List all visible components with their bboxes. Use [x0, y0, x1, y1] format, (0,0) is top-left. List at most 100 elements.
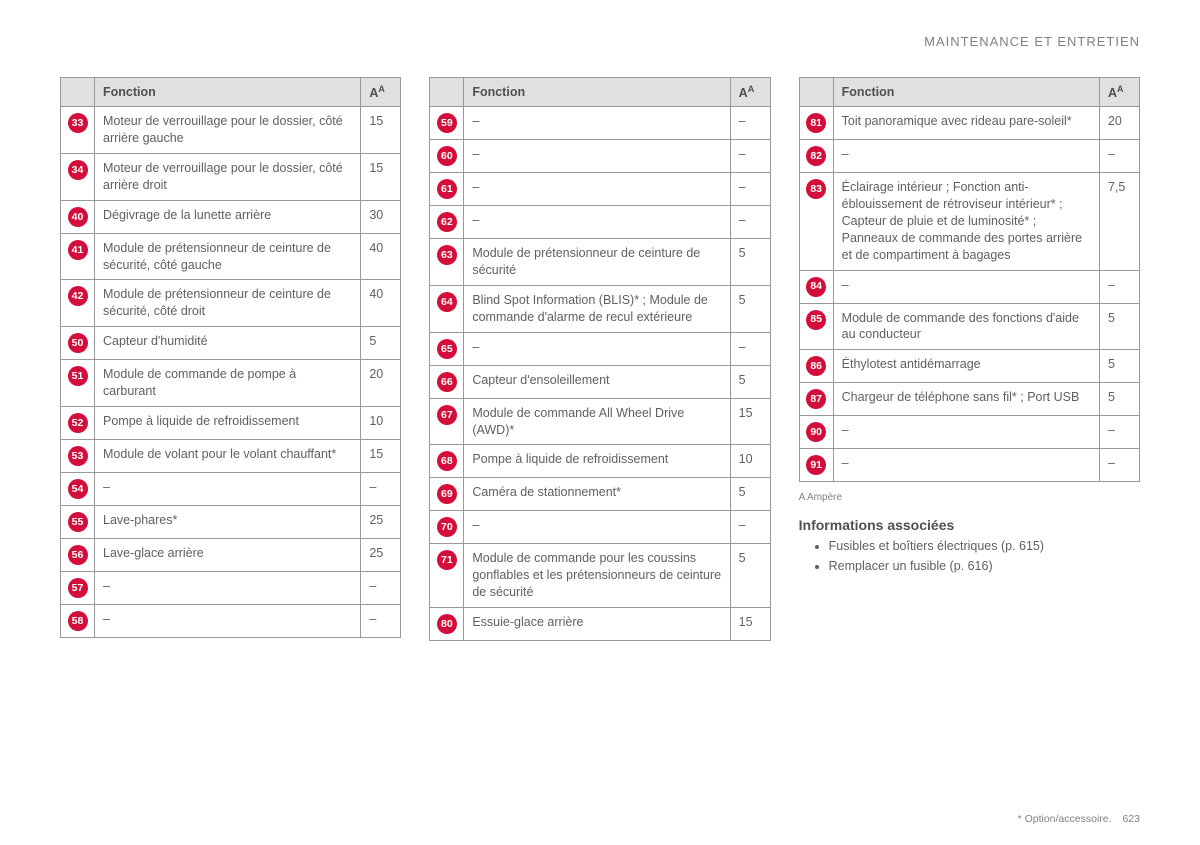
fuse-ampere-cell: 10 [361, 406, 401, 439]
fuse-badge: 71 [437, 550, 457, 570]
header-ampere: AA [1099, 78, 1139, 107]
fuse-function-cell: Capteur d'ensoleillement [464, 365, 730, 398]
fuse-number-cell: 69 [430, 478, 464, 511]
table-row: 57–– [61, 571, 401, 604]
fuse-badge: 61 [437, 179, 457, 199]
fuse-function-cell: Module de prétensionneur de ceinture de … [95, 233, 361, 280]
fuse-function-cell: Capteur d'humidité [95, 327, 361, 360]
table-row: 55 Lave-phares*25 [61, 505, 401, 538]
fuse-function-cell: Pompe à liquide de refroidissement [464, 445, 730, 478]
section-title: MAINTENANCE ET ENTRETIEN [60, 34, 1140, 49]
fuse-ampere-cell: – [361, 604, 401, 637]
table-row: 62–– [430, 206, 770, 239]
header-blank [799, 78, 833, 107]
fuse-function-cell: Lave-phares* [95, 505, 361, 538]
fuse-table-3: Fonction AA 81Toit panoramique avec ride… [799, 77, 1140, 482]
table-row: 59–– [430, 107, 770, 140]
fuse-badge: 63 [437, 245, 457, 265]
fuse-ampere-cell: 40 [361, 280, 401, 327]
fuse-number-cell: 57 [61, 571, 95, 604]
table-row: 52Pompe à liquide de refroidissement10 [61, 406, 401, 439]
fuse-number-cell: 84 [799, 270, 833, 303]
table-row: 56 Lave-glace arrière25 [61, 538, 401, 571]
fuse-ampere-cell: 20 [361, 360, 401, 407]
fuse-ampere-cell: 5 [1099, 383, 1139, 416]
table-body-2: 59––60––61––62––63Module de prétensionne… [430, 107, 770, 641]
table-row: 87 Chargeur de téléphone sans fil* ; Port… [799, 383, 1139, 416]
fuse-badge: 87 [806, 389, 826, 409]
fuse-ampere-cell: 15 [361, 439, 401, 472]
fuse-ampere-cell: 15 [730, 608, 770, 641]
fuse-ampere-cell: – [730, 140, 770, 173]
fuse-number-cell: 86 [799, 350, 833, 383]
fuse-badge: 57 [68, 578, 88, 598]
fuse-badge: 67 [437, 405, 457, 425]
fuse-function-cell: Essuie-glace arrière [464, 608, 730, 641]
fuse-ampere-cell: 5 [1099, 303, 1139, 350]
header-ampere: AA [361, 78, 401, 107]
fuse-table-1: Fonction AA 33Moteur de verrouillage pou… [60, 77, 401, 638]
fuse-number-cell: 55 [61, 505, 95, 538]
table-row: 51Module de commande de pompe à carburan… [61, 360, 401, 407]
header-ampere: AA [730, 78, 770, 107]
fuse-badge: 55 [68, 512, 88, 532]
fuse-badge: 33 [68, 113, 88, 133]
page-footer: * Option/accessoire. 623 [1018, 813, 1140, 825]
fuse-number-cell: 40 [61, 200, 95, 233]
fuse-badge: 62 [437, 212, 457, 232]
fuse-ampere-cell: – [361, 472, 401, 505]
fuse-badge: 41 [68, 240, 88, 260]
table-row: 82–– [799, 140, 1139, 173]
table-row: 54–– [61, 472, 401, 505]
fuse-badge: 66 [437, 372, 457, 392]
fuse-function-cell: Module de volant pour le volant chauffan… [95, 439, 361, 472]
fuse-function-cell: Chargeur de téléphone sans fil* ; Port U… [833, 383, 1099, 416]
fuse-function-cell: Éthylotest antidémarrage [833, 350, 1099, 383]
fuse-ampere-cell: 5 [730, 365, 770, 398]
fuse-ampere-cell: 5 [361, 327, 401, 360]
column-1: Fonction AA 33Moteur de verrouillage pou… [60, 77, 401, 641]
fuse-badge: 85 [806, 310, 826, 330]
fuse-ampere-cell: 25 [361, 505, 401, 538]
fuse-ampere-cell: 5 [730, 239, 770, 286]
fuse-number-cell: 52 [61, 406, 95, 439]
fuse-function-cell: Blind Spot Information (BLIS)* ; Module … [464, 285, 730, 332]
fuse-number-cell: 80 [430, 608, 464, 641]
header-function: Fonction [95, 78, 361, 107]
header-function: Fonction [464, 78, 730, 107]
fuse-ampere-cell: – [730, 206, 770, 239]
fuse-badge: 65 [437, 339, 457, 359]
fuse-number-cell: 68 [430, 445, 464, 478]
fuse-badge: 51 [68, 366, 88, 386]
fuse-ampere-cell: – [730, 332, 770, 365]
fuse-number-cell: 42 [61, 280, 95, 327]
table-row: 40Dégivrage de la lunette arrière30 [61, 200, 401, 233]
fuse-number-cell: 54 [61, 472, 95, 505]
fuse-badge: 40 [68, 207, 88, 227]
fuse-badge: 86 [806, 356, 826, 376]
fuse-badge: 53 [68, 446, 88, 466]
fuse-ampere-cell: 5 [730, 478, 770, 511]
fuse-function-cell: – [464, 332, 730, 365]
fuse-number-cell: 85 [799, 303, 833, 350]
table-row: 53 Module de volant pour le volant chauff… [61, 439, 401, 472]
header-blank [61, 78, 95, 107]
fuse-ampere-cell: 15 [730, 398, 770, 445]
fuse-number-cell: 50 [61, 327, 95, 360]
fuse-ampere-cell: 5 [730, 544, 770, 608]
table-row: 70–– [430, 511, 770, 544]
fuse-ampere-cell: 25 [361, 538, 401, 571]
fuse-ampere-cell: – [730, 107, 770, 140]
table-row: 50Capteur d'humidité5 [61, 327, 401, 360]
table-row: 71Module de commande pour les coussins g… [430, 544, 770, 608]
page-number: 623 [1122, 813, 1140, 825]
related-item: Remplacer un fusible (p. 616) [829, 559, 1140, 573]
fuse-badge: 68 [437, 451, 457, 471]
fuse-badge: 56 [68, 545, 88, 565]
fuse-ampere-cell: 5 [730, 285, 770, 332]
fuse-function-cell: – [464, 511, 730, 544]
fuse-function-cell: Lave-glace arrière [95, 538, 361, 571]
fuse-badge: 80 [437, 614, 457, 634]
fuse-ampere-cell: 7,5 [1099, 173, 1139, 270]
fuse-badge: 90 [806, 422, 826, 442]
